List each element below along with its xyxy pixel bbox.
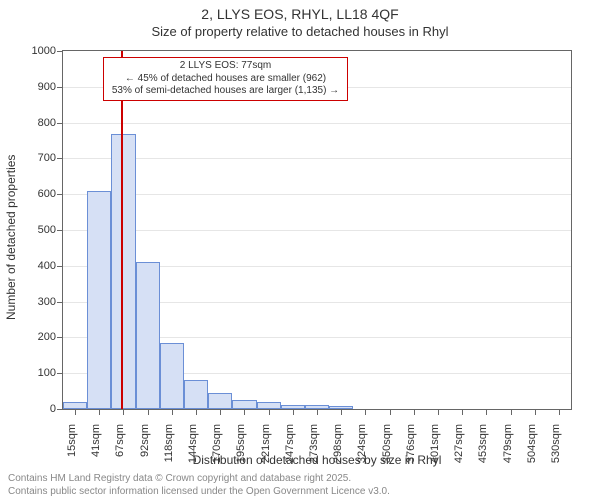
x-tick-mark [317,410,318,415]
footer-line: Contains public sector information licen… [8,486,390,499]
histogram-bar [281,405,305,409]
callout-line: 53% of semi-detached houses are larger (… [108,85,343,98]
x-tick-mark [293,410,294,415]
marker-line [121,51,123,409]
y-tick-label: 300 [16,296,56,308]
y-tick-label: 100 [16,367,56,379]
y-tick-label: 1000 [16,45,56,57]
gridline [63,194,571,195]
histogram-bar [232,400,256,409]
histogram-bar [305,405,329,409]
y-tick-label: 700 [16,152,56,164]
histogram-bar [160,343,184,409]
histogram-bar [257,402,281,409]
plot-area: 2 LLYS EOS: 77sqm← 45% of detached house… [62,50,572,410]
x-tick-mark [220,410,221,415]
gridline [63,230,571,231]
histogram-bar [184,380,208,409]
y-tick-label: 500 [16,224,56,236]
x-tick-mark [75,410,76,415]
footer-line: Contains HM Land Registry data © Crown c… [8,473,390,486]
x-tick-mark [172,410,173,415]
x-axis-label: Distribution of detached houses by size … [62,453,572,467]
gridline [63,123,571,124]
x-tick-mark [486,410,487,415]
y-tick-label: 600 [16,188,56,200]
x-tick-mark [148,410,149,415]
y-tick-label: 800 [16,117,56,129]
x-tick-mark [462,410,463,415]
chart-container: 2, LLYS EOS, RHYL, LL18 4QF Size of prop… [0,0,600,500]
chart-title: 2, LLYS EOS, RHYL, LL18 4QF [0,6,600,22]
histogram-bar [87,191,111,409]
x-tick-mark [535,410,536,415]
x-tick-mark [438,410,439,415]
y-tick-label: 200 [16,331,56,343]
histogram-bar [63,402,87,409]
x-tick-mark [414,410,415,415]
callout-line: 2 LLYS EOS: 77sqm [108,60,343,73]
gridline [63,158,571,159]
histogram-bar [111,134,135,409]
chart-subtitle: Size of property relative to detached ho… [0,24,600,39]
histogram-bar [208,393,232,409]
x-tick-mark [365,410,366,415]
callout-line: ← 45% of detached houses are smaller (96… [108,73,343,86]
histogram-bar [329,406,353,409]
x-tick-mark [341,410,342,415]
x-tick-mark [269,410,270,415]
x-tick-mark [511,410,512,415]
x-tick-mark [99,410,100,415]
y-tick-label: 0 [16,403,56,415]
y-tick-label: 900 [16,81,56,93]
y-tick-label: 400 [16,260,56,272]
x-tick-mark [196,410,197,415]
x-tick-mark [390,410,391,415]
footer-attribution: Contains HM Land Registry data © Crown c… [8,473,390,498]
x-tick-mark [244,410,245,415]
x-tick-mark [123,410,124,415]
histogram-bar [136,262,160,409]
callout-box: 2 LLYS EOS: 77sqm← 45% of detached house… [103,57,348,101]
x-tick-mark [559,410,560,415]
